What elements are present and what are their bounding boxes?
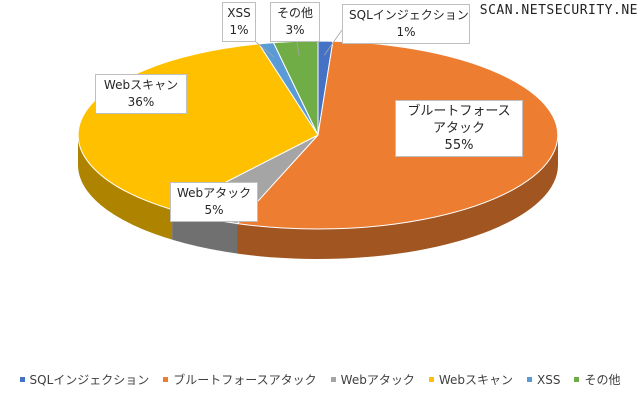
legend-swatch [527,377,532,382]
legend-item-web-scan: Webスキャン [428,371,513,388]
legend-item-web-attack: Webアタック [330,371,415,388]
legend-label: Webスキャン [438,373,513,387]
legend-swatch [19,377,25,382]
legend-label: Webアタック [340,373,415,387]
pie-side-brute-force [237,135,558,259]
legend-swatch [163,377,169,382]
legend-item-xss: XSS [527,371,560,388]
data-label-brute-force: ブルートフォースアタック 55% [395,100,523,157]
pie-side-web-scan [78,135,173,240]
legend-label: XSS [537,372,561,387]
data-label-web-attack: Webアタック 5% [170,182,258,222]
legend-label: ブルートフォースアタック [173,373,317,387]
data-label-other: その他 3% [270,2,320,42]
legend-swatch [428,377,434,382]
legend-label: SQLインジェクション [29,373,150,387]
legend-label: その他 [584,373,621,387]
legend-item-other: その他 [574,371,620,388]
data-label-web-scan: Webスキャン 36% [95,74,187,114]
legend-swatch [574,377,580,382]
chart-legend: SQLインジェクション ブルートフォースアタック Webアタック Webスキャン… [0,371,640,388]
legend-item-sql-injection: SQLインジェクション [19,371,150,388]
data-label-xss: XSS 1% [222,2,256,42]
data-label-sql-injection: SQLインジェクション 1% [342,4,470,44]
legend-item-brute-force: ブルートフォースアタック [163,371,317,388]
leader-line-sql-injection [323,29,343,56]
watermark: SCAN.NETSECURITY.NE [479,3,638,18]
legend-swatch [330,377,336,382]
